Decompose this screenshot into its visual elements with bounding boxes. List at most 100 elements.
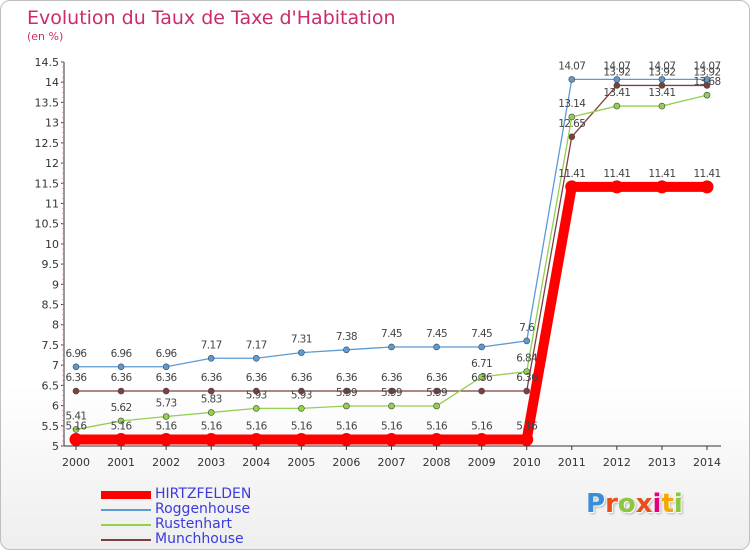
data-label: 5.41 bbox=[66, 410, 87, 422]
y-tick-label: 6.5 bbox=[42, 379, 60, 392]
data-point-hirtzfelden bbox=[249, 433, 263, 447]
data-label: 7.45 bbox=[426, 328, 447, 340]
data-label: 6.36 bbox=[246, 372, 268, 384]
y-tick-label: 12.5 bbox=[35, 137, 60, 150]
data-label: 5.16 bbox=[471, 421, 493, 433]
data-label: 13.92 bbox=[693, 66, 720, 78]
x-tick-label: 2008 bbox=[423, 456, 451, 469]
y-tick-label: 9.5 bbox=[42, 258, 60, 271]
series-line-roggenhouse bbox=[76, 78, 707, 368]
data-label: 5.83 bbox=[201, 393, 222, 405]
y-tick-label: 9 bbox=[52, 278, 59, 291]
data-label: 7.6 bbox=[519, 322, 535, 334]
y-tick-label: 6 bbox=[52, 400, 59, 413]
data-label: 7.17 bbox=[246, 339, 267, 351]
x-tick-label: 2007 bbox=[378, 456, 406, 469]
x-tick-label: 2009 bbox=[468, 456, 496, 469]
data-label: 13.92 bbox=[603, 66, 630, 78]
data-point-rustenhart bbox=[298, 405, 305, 412]
data-point-munchhouse bbox=[613, 82, 621, 89]
data-point-roggenhouse bbox=[478, 343, 485, 351]
data-label: 5.99 bbox=[381, 387, 402, 399]
x-tick-label: 2014 bbox=[693, 456, 721, 469]
data-point-hirtzfelden bbox=[610, 180, 624, 194]
data-label: 6.36 bbox=[66, 372, 88, 384]
data-point-roggenhouse bbox=[252, 354, 260, 362]
data-point-rustenhart bbox=[658, 102, 666, 110]
data-label: 11.41 bbox=[558, 168, 585, 180]
logo-letter: i bbox=[652, 489, 662, 519]
chart-title: Evolution du Taux de Taxe d'Habitation bbox=[27, 7, 396, 29]
data-point-rustenhart bbox=[162, 413, 170, 420]
data-label: 6.96 bbox=[111, 348, 133, 360]
logo-letter: r bbox=[605, 489, 618, 519]
data-point-munchhouse bbox=[72, 387, 80, 395]
y-tick-label: 11 bbox=[45, 197, 59, 210]
data-label: 5.16 bbox=[111, 421, 133, 433]
data-label: 13.41 bbox=[603, 87, 630, 99]
logo-letter: x bbox=[635, 489, 653, 519]
data-label: 13.92 bbox=[648, 66, 675, 78]
data-point-rustenhart bbox=[388, 402, 395, 410]
data-point-roggenhouse bbox=[72, 363, 80, 371]
data-point-rustenhart bbox=[568, 113, 576, 121]
y-tick-label: 7.5 bbox=[42, 339, 60, 352]
data-label: 5.16 bbox=[516, 421, 538, 433]
data-label: 13.68 bbox=[693, 76, 720, 88]
data-point-munchhouse bbox=[568, 133, 576, 141]
data-label: 6.36 bbox=[516, 372, 538, 384]
x-tick-label: 2011 bbox=[558, 456, 586, 469]
data-point-munchhouse bbox=[298, 387, 305, 395]
data-label: 6.96 bbox=[156, 348, 178, 360]
data-point-hirtzfelden bbox=[475, 433, 489, 447]
data-label: 7.31 bbox=[291, 334, 312, 346]
legend-label: Rustenhart bbox=[155, 516, 232, 532]
data-label: 14.07 bbox=[648, 60, 675, 72]
data-point-roggenhouse bbox=[433, 343, 440, 351]
data-point-roggenhouse bbox=[343, 346, 350, 354]
data-label: 6.36 bbox=[381, 372, 403, 384]
y-tick-label: 10.5 bbox=[35, 218, 60, 231]
data-point-hirtzfelden bbox=[520, 433, 534, 447]
data-label: 5.16 bbox=[426, 421, 448, 433]
x-tick-label: 2001 bbox=[107, 456, 135, 469]
data-point-munchhouse bbox=[658, 82, 666, 89]
legend-swatch bbox=[101, 539, 151, 541]
y-tick-label: 8 bbox=[52, 319, 59, 332]
data-point-munchhouse bbox=[523, 387, 531, 395]
data-label: 5.93 bbox=[246, 389, 267, 401]
data-label: 6.84 bbox=[516, 353, 538, 365]
data-label: 6.36 bbox=[201, 372, 223, 384]
x-tick-label: 2003 bbox=[197, 456, 225, 469]
x-tick-label: 2013 bbox=[648, 456, 676, 469]
data-label: 5.16 bbox=[381, 421, 403, 433]
y-tick-label: 10 bbox=[45, 238, 59, 251]
data-point-rustenhart bbox=[343, 402, 350, 410]
data-point-rustenhart bbox=[433, 402, 440, 410]
data-label: 5.73 bbox=[156, 397, 177, 409]
data-label: 5.99 bbox=[426, 387, 447, 399]
chart-unit: (en %) bbox=[27, 30, 64, 43]
data-point-rustenhart bbox=[252, 405, 260, 412]
data-point-munchhouse bbox=[343, 387, 350, 395]
data-point-hirtzfelden bbox=[294, 433, 308, 447]
data-point-rustenhart bbox=[613, 102, 621, 110]
logo-letter: t bbox=[661, 489, 674, 519]
data-label: 5.16 bbox=[246, 421, 268, 433]
data-label: 6.36 bbox=[156, 372, 178, 384]
data-point-munchhouse bbox=[252, 387, 260, 395]
x-tick-label: 2005 bbox=[287, 456, 315, 469]
data-label: 5.93 bbox=[291, 389, 312, 401]
data-label: 6.71 bbox=[471, 358, 492, 370]
data-point-hirtzfelden bbox=[339, 433, 353, 447]
data-point-hirtzfelden bbox=[565, 180, 579, 194]
data-point-munchhouse bbox=[388, 387, 395, 395]
data-point-roggenhouse bbox=[568, 76, 576, 83]
x-tick-label: 2010 bbox=[513, 456, 541, 469]
data-point-hirtzfelden bbox=[159, 433, 173, 447]
data-point-roggenhouse bbox=[207, 354, 215, 362]
data-label: 11.41 bbox=[693, 168, 720, 180]
legend-label: Munchhouse bbox=[155, 531, 244, 547]
y-tick-label: 7 bbox=[52, 359, 59, 372]
